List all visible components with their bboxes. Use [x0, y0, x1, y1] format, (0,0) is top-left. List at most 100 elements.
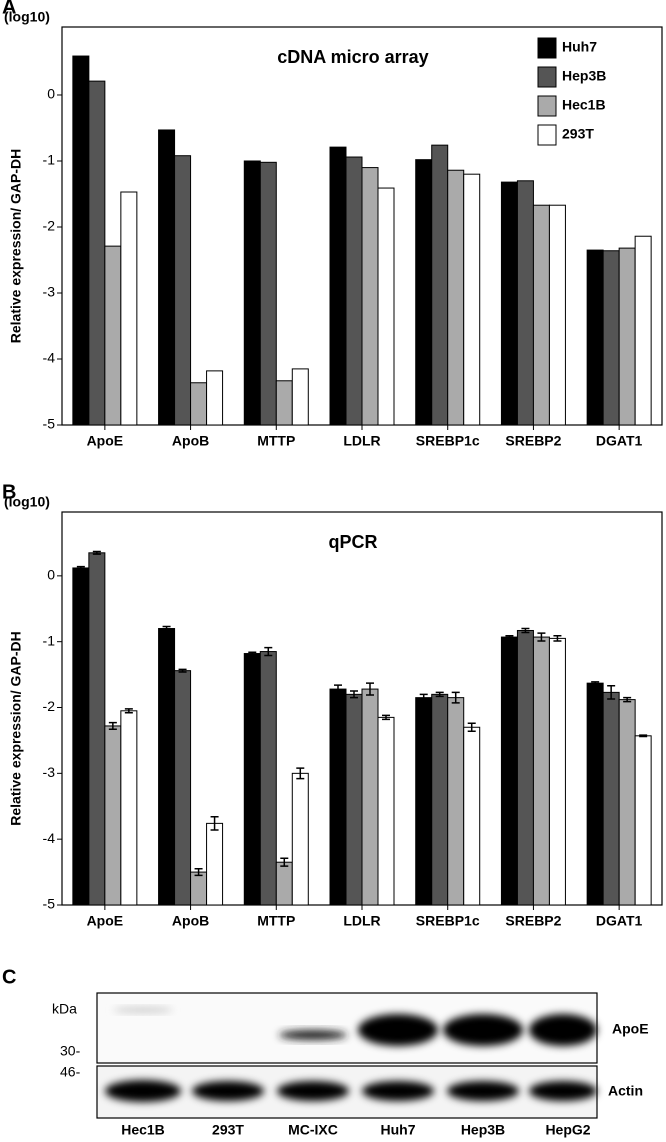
bar [532, 204, 550, 426]
y-tick-label: -4 [43, 350, 56, 366]
bar [602, 250, 620, 426]
bar [72, 55, 90, 426]
bar [586, 249, 604, 426]
y-axis-label: Relative expression/ GAP-DH [8, 149, 24, 344]
error-bar [639, 734, 648, 738]
x-tick-label: MTTP [257, 433, 295, 449]
y-tick-label: -3 [43, 284, 56, 300]
bar [516, 629, 534, 906]
legend-swatch [537, 124, 557, 146]
bar [500, 181, 518, 426]
blot-actin [96, 1065, 598, 1119]
y-tick-label: -5 [43, 416, 56, 432]
error-bar [467, 722, 476, 732]
lane-label: MC-IXC [288, 1122, 338, 1138]
error-bar [280, 857, 289, 867]
error-bar [521, 627, 530, 634]
bar [602, 691, 620, 906]
error-bar [505, 635, 514, 640]
bar [190, 382, 208, 426]
error-bar [366, 682, 374, 696]
bar [259, 161, 277, 426]
legend-swatch [537, 95, 557, 117]
legend-swatch [537, 37, 557, 59]
bar [361, 688, 379, 906]
bar [447, 169, 465, 426]
error-bar [350, 690, 358, 699]
bar [291, 772, 309, 906]
x-tick-label: LDLR [343, 913, 380, 929]
error-bar [553, 635, 562, 642]
error-bar [419, 693, 428, 702]
error-bar [76, 565, 85, 571]
y-tick-label: 0 [47, 567, 55, 583]
marker-label: 46- [60, 1064, 81, 1080]
error-bar [178, 668, 187, 673]
bar [88, 552, 106, 906]
error-bar [92, 550, 101, 555]
y-tick-label: -2 [43, 218, 56, 234]
bar [88, 80, 106, 426]
error-bar [435, 691, 444, 698]
y-tick-label: -1 [43, 152, 56, 168]
bar [275, 861, 293, 906]
marker-unit: kDa [52, 1001, 77, 1017]
y-tick-label: -4 [43, 830, 56, 846]
y-axis-label: Relative expression/ GAP-DH [8, 631, 24, 826]
error-bar [264, 646, 273, 657]
bar [259, 651, 277, 906]
bar [634, 735, 652, 906]
panel-letter: B [2, 481, 16, 503]
y-tick-label: -2 [43, 698, 56, 714]
lane-label: HepG2 [545, 1122, 590, 1138]
error-bar [537, 632, 546, 642]
bar [345, 156, 363, 426]
error-bar [623, 696, 632, 703]
bar [174, 670, 192, 906]
bar [329, 146, 347, 426]
bar [104, 245, 122, 426]
blot-apoe [96, 992, 598, 1064]
bar [174, 155, 192, 426]
bar [329, 688, 347, 906]
bar [463, 726, 481, 906]
bar [291, 368, 309, 426]
x-tick-label: DGAT1 [596, 433, 643, 449]
bar [516, 180, 534, 426]
bar [158, 129, 176, 426]
x-tick-label: ApoB [172, 433, 209, 449]
bar [206, 822, 224, 906]
bar [634, 235, 652, 426]
error-bar [296, 767, 305, 780]
band-label: ApoE [612, 1021, 649, 1037]
y-unit: (log10) [4, 9, 50, 25]
bar [361, 167, 379, 426]
error-bar [124, 708, 133, 714]
legend-label: Huh7 [562, 39, 597, 55]
legend-swatch [537, 66, 557, 88]
legend-label: Hep3B [562, 68, 606, 84]
bar [463, 173, 481, 426]
bar [275, 380, 293, 426]
bar [447, 697, 465, 906]
chart-title: cDNA micro array [277, 47, 428, 67]
bar [120, 191, 138, 426]
error-bar [162, 625, 171, 632]
bar [377, 716, 395, 906]
bar [431, 144, 449, 426]
bar [415, 697, 433, 906]
bar [586, 682, 604, 906]
y-tick-label: -3 [43, 764, 56, 780]
bar [415, 159, 433, 426]
y-tick-label: -1 [43, 632, 56, 648]
error-bar [334, 684, 342, 694]
bar [431, 693, 449, 906]
bar [618, 247, 636, 426]
bar [532, 636, 550, 906]
x-tick-label: SREBP1c [416, 913, 480, 929]
bar [618, 699, 636, 906]
lane-label: Huh7 [381, 1122, 416, 1138]
bar [206, 370, 224, 426]
x-tick-label: DGAT1 [596, 913, 643, 929]
bar [190, 871, 208, 906]
